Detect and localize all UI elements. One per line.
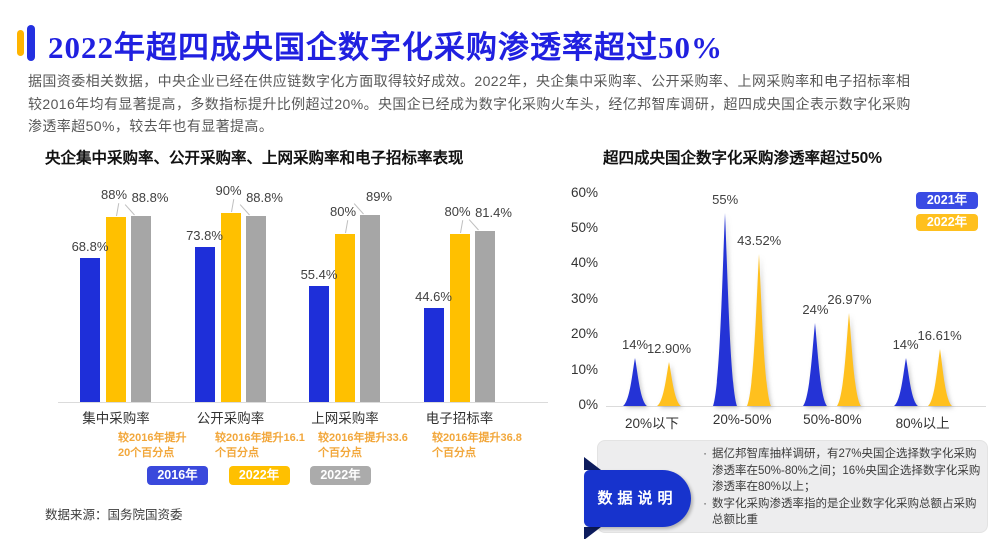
bar-value-label: 81.4% [475,205,512,221]
bar-value-label: 80% [329,204,357,219]
legend-badge-2022年: 2022年 [228,466,290,485]
spike-value-label: 26.97% [827,292,872,307]
spike-value-label: 14% [892,337,919,352]
label-leader-line [345,220,349,234]
bar-series-1 [423,308,444,402]
x-category-label: 上网采购率 [311,411,379,426]
bullet-marker: · [703,448,707,460]
intro-paragraph: 据国资委相关数据，中央企业已经在供应链数字化方面取得较好成效。2022年，央企集… [28,70,990,138]
spike-2022年 [746,252,772,406]
bar-value-label: 68.8% [71,238,109,254]
spike-2022年 [656,360,682,406]
left-chart-title: 央企集中采购率、公开采购率、上网采购率和电子招标率表现 [45,150,464,167]
title-accent-yellow-bar [17,30,24,56]
bullet-marker: · [703,497,707,510]
bar-value-label: 88.8% [246,189,283,205]
improvement-note: 较2016年提升 20个百分点 [118,432,187,459]
bar-series-2 [220,213,241,402]
label-leader-line [459,220,463,234]
intro-line: 较2016年均有显著提高，多数指标提升比例超过20%。央国企已经成为数字化采购火… [28,95,911,112]
data-note-bullets: · 据亿邦智库抽样调研，有27%央国企选择数字化采购渗透率在50%-80%之间；1… [698,446,984,529]
spike-2021年 [802,321,828,406]
x-category-label: 电子招标率 [425,411,494,426]
right-chart-title: 超四成央国企数字化采购渗透率超过50% [603,150,883,167]
ribbon-fold-bottom [584,527,601,539]
spike-2021年 [622,356,648,406]
y-tick-label: 30% [570,290,598,306]
x-category-label: 20%-50% [712,412,772,427]
bar-series-2 [106,217,126,402]
y-tick-label: 0% [578,397,598,412]
page-title: 2022年超四成央国企数字化采购渗透率超过50% [48,30,723,65]
improvement-note: 较2016年提升16.1 个百分点 [215,432,305,459]
right-chart-axis-line [606,406,986,407]
data-note-ribbon: 数据说明 [584,470,691,527]
legend-badge-2022年: 2022年 [916,213,978,231]
note-bullet-item: · 据亿邦智库抽样调研，有27%央国企选择数字化采购渗透率在50%-80%之间；1… [698,446,984,496]
spike-value-label: 14% [621,337,649,352]
y-tick-label: 60% [570,184,598,200]
y-tick-label: 10% [570,361,598,377]
left-chart-axis-line [58,402,548,403]
spike-value-label: 55% [712,192,739,207]
spike-2021年 [712,211,738,406]
bar-value-label: 44.6% [415,289,452,305]
legend-badge-2022年: 2022年 [310,466,371,485]
left-bar-chart: 68.8% 88% 88.8% 集中采购率 较2016年提升 20个百分点 73.8% 90… [58,175,550,485]
spike-2022年 [927,347,953,406]
bar-value-label: 89% [365,189,393,205]
bar-series-3 [360,215,380,402]
bar-series-1 [194,247,215,402]
improvement-note: 较2016年提升33.6 个百分点 [318,432,408,459]
label-leader-line [124,203,135,215]
bar-value-label: 73.8% [186,228,223,244]
label-leader-line [239,203,250,215]
bar-series-2 [335,234,355,402]
bar-value-label: 88% [100,187,128,203]
intro-line: 渗透率超50%，较去年也有显著提高。 [28,118,274,134]
y-tick-label: 20% [570,326,598,342]
bar-series-1 [80,257,100,402]
y-tick-label: 50% [570,220,598,235]
x-category-label: 50%-80% [803,412,862,427]
spike-value-label: 43.52% [737,233,782,248]
bar-series-2 [449,234,470,402]
bar-series-3 [245,215,266,402]
label-leader-line [468,219,479,231]
y-tick-label: 40% [570,255,598,271]
legend-badge-2021年: 2021年 [916,192,978,209]
bar-series-3 [131,215,151,402]
spike-2021年 [893,356,919,406]
spike-value-label: 24% [802,302,829,317]
spike-value-label: 16.61% [917,328,962,343]
x-category-label: 公开采购率 [196,411,265,426]
spike-2022年 [836,311,862,406]
x-category-label: 20%以下 [624,416,680,431]
bar-series-1 [309,285,329,402]
data-source: 数据来源：国务院国资委 [45,508,183,522]
note-bullet-item: · 数字化采购渗透率指的是企业数字化采购总额占采购总额比重 [698,496,984,529]
spike-value-label: 12.90% [646,341,692,356]
x-category-label: 集中采购率 [82,411,150,426]
bar-value-label: 88.8% [131,189,169,205]
title-accent-blue-bar [27,25,35,61]
note-bullet-text: 据亿邦智库抽样调研，有27%央国企选择数字化采购渗透率在50%-80%之间；16… [712,448,981,493]
bar-value-label: 90% [215,183,242,198]
ribbon-fold-top [584,457,601,470]
bar-series-3 [474,231,495,402]
intro-line: 据国资委相关数据，中央企业已经在供应链数字化方面取得较好成效。2022年，央企集… [28,73,911,89]
bar-value-label: 55.4% [300,266,338,282]
legend-badge-2016年: 2016年 [147,466,208,485]
improvement-note: 较2016年提升36.8 个百分点 [432,432,522,459]
x-category-label: 80%以上 [895,416,950,431]
label-leader-line [116,203,120,217]
right-spike-chart: 0% 10% 20% 30% 40% 50% 60% 14% 12.90% 20%以下 55% 43.… [560,140,1007,440]
note-bullet-text: 数字化采购渗透率指的是企业数字化采购总额占采购总额比重 [712,497,977,527]
bar-value-label: 80% [444,204,471,219]
